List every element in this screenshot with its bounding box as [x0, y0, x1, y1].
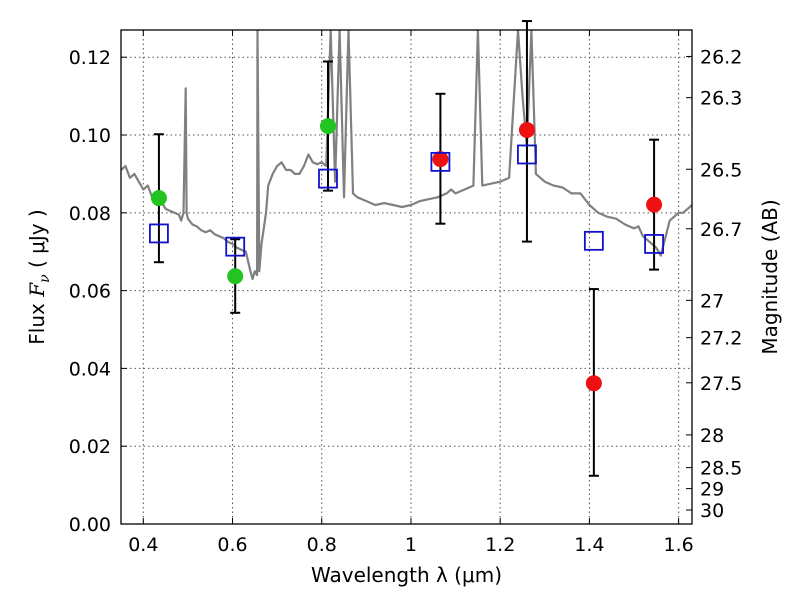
red-data-point-2 [585, 375, 602, 392]
y2-tick-label-5: 27.2 [700, 328, 742, 350]
x-tick-label-6: 1.6 [664, 534, 694, 556]
y-tick-label-2: 0.04 [69, 358, 111, 380]
y2-tick-label-1: 26.3 [700, 88, 742, 110]
model-photometry-square-0 [149, 223, 169, 244]
y-tick-label-5: 0.10 [69, 125, 111, 147]
y-tick-label-1: 0.02 [69, 436, 111, 458]
x-tick-label-0: 0.4 [128, 534, 158, 556]
x-tick-label-4: 1.2 [485, 534, 515, 556]
y-tick-label-3: 0.06 [69, 281, 111, 303]
y-axis-label-prefix: Flux [25, 297, 49, 345]
model-photometry-square-5 [583, 230, 604, 251]
y2-tick-label-8: 28.5 [700, 458, 742, 480]
ticks: 0.4 0.6 0.8 1 1.2 1.4 1.6 0.00 0.02 0.04 0.06 0.08 0… [69, 30, 742, 556]
model-photometry-square-6 [644, 234, 664, 254]
y2-tick-label-6: 27.5 [700, 373, 742, 395]
model-photometry-square-1 [225, 236, 246, 257]
model-photometry-square-2 [318, 168, 338, 189]
y-tick-label-6: 0.12 [69, 47, 111, 69]
y-tick-label-4: 0.08 [69, 203, 111, 225]
y2-tick-label-3: 26.7 [700, 219, 742, 241]
green-data-point-0 [150, 190, 167, 207]
red-data-point-1 [518, 121, 535, 138]
y2-tick-label-0: 26.2 [700, 46, 742, 68]
x-tick-label-1: 0.6 [217, 534, 247, 556]
y2-tick-label-4: 27 [700, 290, 724, 312]
x-axis-label: Wavelength λ (μm) [311, 563, 502, 587]
y-tick-label-0: 0.00 [69, 514, 111, 536]
green-data-point-1 [227, 268, 244, 285]
model-photometry-square-3 [430, 151, 451, 172]
x-tick-label-5: 1.4 [574, 534, 604, 556]
model-photometry-square-4 [517, 144, 537, 165]
right-axis-label: Magnitude (AB) [758, 199, 782, 354]
y-axis-label: Flux Fν ( μJy ) [25, 209, 53, 344]
y2-tick-label-10: 30 [700, 500, 724, 522]
y-axis-label-subscript: ν [37, 274, 53, 283]
model-spectrum-line [121, 30, 692, 280]
plot-data [121, 20, 692, 477]
x-tick-label-3: 1 [405, 534, 417, 556]
y-axis-label-suffix: ( μJy ) [25, 209, 49, 274]
y2-tick-label-9: 29 [700, 479, 724, 501]
axes-frame [120, 29, 693, 525]
red-data-point-3 [646, 196, 663, 213]
red-data-point-0 [432, 151, 449, 168]
y2-tick-label-7: 28 [700, 425, 724, 447]
x-tick-label-2: 0.8 [307, 534, 337, 556]
green-data-point-2 [319, 118, 336, 135]
y2-tick-label-2: 26.5 [700, 159, 742, 181]
y-axis-label-symbol: F [25, 282, 49, 298]
